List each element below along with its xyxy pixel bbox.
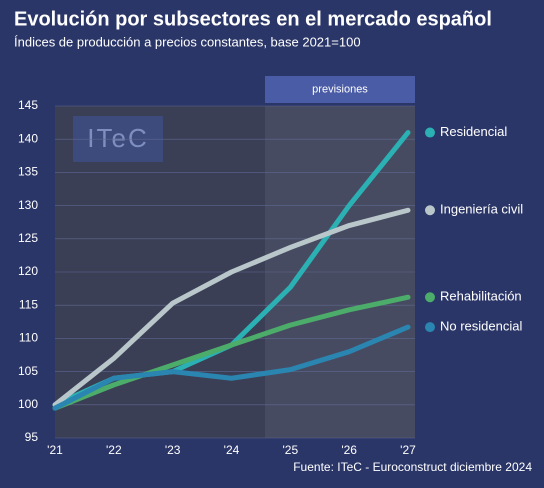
x-tick-label: '26 [341,443,357,457]
y-tick-label: 100 [18,397,38,411]
series-line [52,324,411,411]
legend-marker [425,205,435,216]
chart-title: Evolución por subsectores en el mercado … [14,8,492,30]
x-tick-label: '25 [283,443,299,457]
x-tick-label: '22 [106,443,122,457]
y-tick-label: 145 [18,98,38,112]
legend-marker [425,322,435,333]
series-line [52,207,411,408]
y-tick-label: 140 [18,131,38,145]
y-tick-label: 115 [19,297,38,311]
y-tick-label: 110 [19,331,38,345]
forecast-label: previsiones [312,83,368,95]
legend-marker [425,127,435,138]
x-tick-label: '24 [224,443,240,457]
y-tick-label: 120 [18,264,38,278]
legend-label: Rehabilitación [440,289,522,304]
x-tick-label: '23 [165,443,181,457]
y-tick-label: 130 [18,198,38,212]
logo: ITeC [87,123,148,153]
y-tick-label: 125 [18,231,38,245]
series-line [52,294,411,411]
legend-label: No residencial [440,319,522,334]
chart-subtitle: Índices de producción a precios constant… [14,34,361,49]
y-tick-label: 135 [18,165,38,179]
x-tick-label: '27 [400,443,416,457]
source: Fuente: ITeC - Euroconstruct diciembre 2… [293,460,532,474]
y-tick-label: 95 [25,430,39,444]
forecast-label-box [265,76,415,103]
x-tick-label: '21 [47,443,63,457]
legend-label: Residencial [440,124,507,139]
legend-marker [425,292,435,303]
y-tick-label: 105 [18,364,38,378]
legend-label: Ingeniería civil [440,202,523,217]
